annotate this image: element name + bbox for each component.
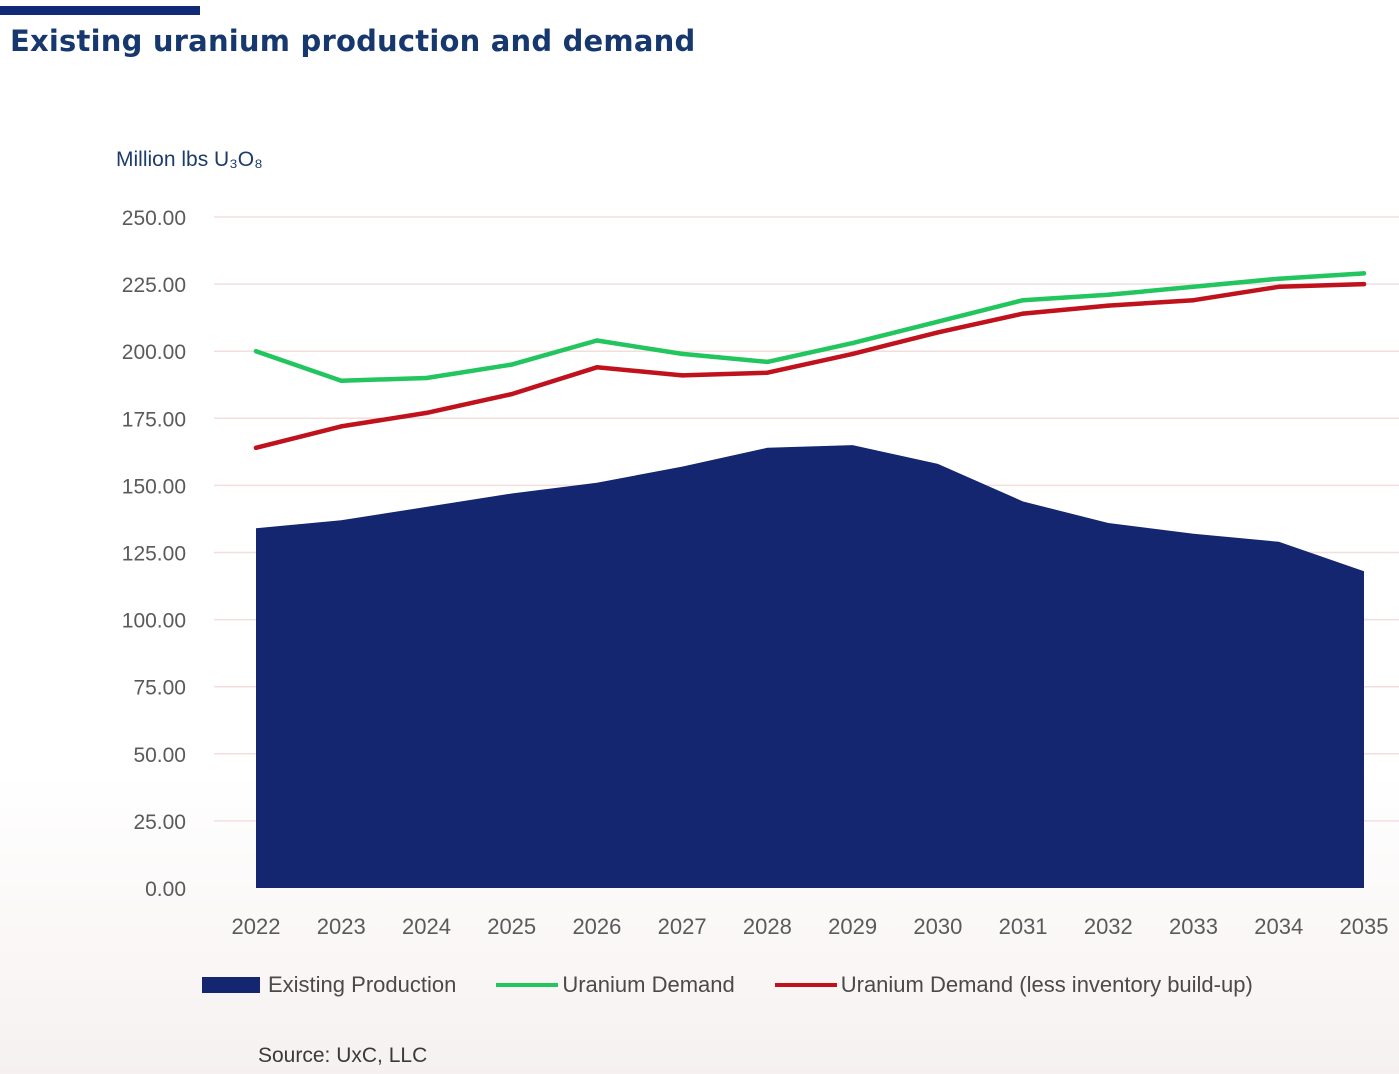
area-existing-production <box>256 445 1364 888</box>
legend-swatch-demand-less-inventory <box>774 983 837 987</box>
x-tick-label: 2023 <box>317 914 366 939</box>
point-demand-2034 <box>1276 276 1281 281</box>
point-demand-2022 <box>253 349 259 354</box>
point-demand-less-inventory-2034 <box>1276 284 1281 289</box>
y-tick-label: 150.00 <box>122 475 186 498</box>
x-tick-label: 2022 <box>232 914 281 939</box>
x-tick-label: 2027 <box>658 914 707 939</box>
legend-item-existing-production: Existing Production <box>202 972 456 998</box>
point-demand-2033 <box>1191 284 1196 289</box>
x-tick-labels: 2022 2023 2024 2025 2026 2027 2028 2029 2030 2031… <box>232 914 1389 939</box>
point-demand-2024 <box>424 375 429 381</box>
x-tick-label: 2033 <box>1169 914 1218 939</box>
point-demand-2027 <box>679 351 685 357</box>
line-uranium-demand <box>253 271 1367 383</box>
point-demand-less-inventory-2025 <box>509 391 514 397</box>
x-tick-label: 2025 <box>487 914 536 939</box>
y-tick-label: 50.00 <box>133 744 186 767</box>
point-demand-less-inventory-2022 <box>253 445 259 451</box>
legend-item-demand-less-inventory: Uranium Demand (less inventory build-up) <box>774 972 1253 998</box>
x-tick-label: 2032 <box>1084 914 1133 939</box>
point-demand-2035 <box>1361 271 1367 276</box>
y-tick-label: 250.00 <box>122 207 186 230</box>
point-demand-less-inventory-2032 <box>1106 303 1111 308</box>
point-demand-2028 <box>765 359 770 365</box>
x-tick-label: 2031 <box>999 914 1048 939</box>
y-tick-label: 0.00 <box>145 878 186 901</box>
x-tick-label: 2026 <box>572 914 621 939</box>
point-demand-less-inventory-2033 <box>1191 298 1196 303</box>
point-demand-less-inventory-2024 <box>424 410 429 416</box>
point-demand-less-inventory-2026 <box>594 365 600 370</box>
page-title: Existing uranium production and demand <box>10 24 696 58</box>
point-demand-less-inventory-2035 <box>1361 281 1367 287</box>
y-tick-label: 25.00 <box>133 811 186 834</box>
point-demand-less-inventory-2030 <box>935 330 941 335</box>
point-demand-2032 <box>1106 292 1111 298</box>
x-tick-label: 2030 <box>913 914 962 939</box>
point-demand-2030 <box>935 319 941 324</box>
point-demand-2025 <box>509 362 514 367</box>
point-demand-less-inventory-2027 <box>679 373 685 378</box>
point-demand-2023 <box>339 378 344 383</box>
point-demand-less-inventory-2029 <box>850 351 855 357</box>
y-axis-label: Million lbs U₃O₈ <box>116 148 263 171</box>
legend-label-demand-less-inventory: Uranium Demand (less inventory build-up) <box>840 972 1253 997</box>
legend-swatch-production <box>202 977 260 993</box>
y-tick-label: 100.00 <box>122 610 186 633</box>
x-tick-label: 2034 <box>1254 914 1303 939</box>
title-accent-bar <box>0 6 200 15</box>
demand-lines-layer <box>253 271 1367 451</box>
y-tick-label: 225.00 <box>122 274 186 297</box>
production-area-layer <box>256 445 1364 888</box>
point-demand-less-inventory-2023 <box>339 424 344 429</box>
x-tick-label: 2035 <box>1340 914 1389 939</box>
line-uranium-demand-less-inventory <box>253 281 1367 451</box>
legend-swatch-demand <box>496 983 559 987</box>
legend-item-uranium-demand: Uranium Demand <box>496 972 735 998</box>
legend-label-production: Existing Production <box>268 972 457 997</box>
point-demand-2026 <box>594 338 600 343</box>
point-demand-less-inventory-2028 <box>765 370 770 375</box>
y-tick-label: 175.00 <box>122 408 186 431</box>
legend-label-demand: Uranium Demand <box>562 972 735 997</box>
chart-legend: Existing Production Uranium Demand Urani… <box>202 972 1253 998</box>
x-tick-label: 2024 <box>402 914 451 939</box>
point-demand-2029 <box>850 340 855 346</box>
y-tick-label: 200.00 <box>122 341 186 364</box>
point-demand-less-inventory-2031 <box>1020 311 1026 316</box>
y-tick-labels: 0.00 25.00 50.00 75.00 100.00 125.00 150.00 175… <box>122 207 186 901</box>
y-tick-label: 125.00 <box>122 543 186 566</box>
point-demand-2031 <box>1020 298 1026 303</box>
y-tick-label: 75.00 <box>133 677 186 700</box>
x-tick-label: 2028 <box>743 914 792 939</box>
source-note: Source: UxC, LLC <box>258 1044 428 1067</box>
x-tick-label: 2029 <box>828 914 877 939</box>
